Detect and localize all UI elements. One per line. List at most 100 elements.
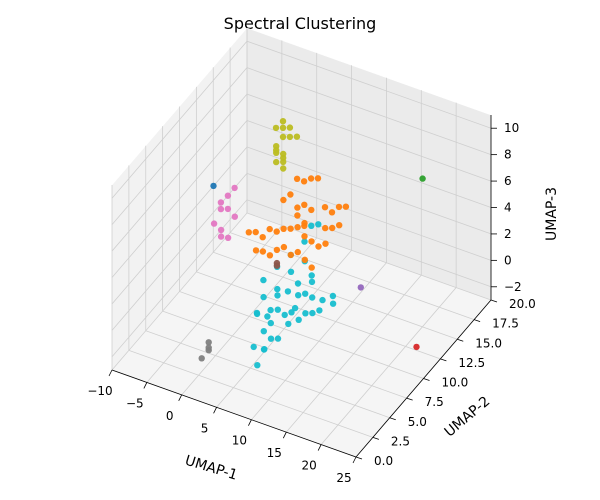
data-point	[301, 201, 308, 208]
data-point	[245, 229, 252, 236]
z-gridline	[111, 172, 492, 331]
data-point	[301, 238, 308, 245]
data-point	[322, 240, 329, 247]
data-point	[267, 319, 274, 327]
data-point	[294, 212, 301, 219]
data-point	[315, 243, 322, 250]
z-tick-label: 8	[504, 148, 512, 162]
data-point	[224, 205, 232, 213]
data-point	[205, 339, 212, 346]
data-point	[309, 309, 316, 317]
axis-group	[108, 115, 498, 464]
data-point	[284, 288, 292, 295]
z-tick-label: −2	[504, 280, 522, 294]
data-point	[319, 296, 326, 304]
y-tick-mark	[355, 456, 363, 460]
data-point	[260, 276, 267, 284]
data-point	[294, 204, 301, 211]
z-gridline	[111, 146, 492, 305]
data-point	[260, 293, 267, 301]
data-point	[280, 243, 288, 251]
x-tick-mark	[213, 407, 217, 414]
data-point	[308, 238, 315, 245]
data-point	[266, 225, 273, 233]
y-tick-label: 20.0	[509, 297, 536, 311]
data-point	[198, 355, 205, 362]
data-point	[285, 320, 292, 328]
y-tick-mark	[457, 338, 464, 342]
y-axis-label: UMAP-2	[442, 393, 494, 440]
data-point	[252, 228, 259, 236]
x-tick-mark	[282, 431, 287, 439]
y-tick-label: 7.5	[425, 395, 444, 409]
data-point	[280, 225, 287, 232]
z-tick-label: 6	[504, 174, 512, 188]
data-point	[302, 290, 309, 297]
y-tick-mark	[389, 417, 396, 421]
x-tick-label: 0	[166, 409, 174, 423]
data-point	[267, 306, 274, 314]
data-point	[413, 343, 420, 351]
data-point	[280, 165, 287, 172]
x-tick-mark	[143, 382, 148, 389]
data-point	[294, 248, 301, 256]
z-tick-label: 0	[504, 253, 512, 267]
data-point	[328, 209, 336, 216]
data-point	[294, 224, 301, 231]
data-point	[321, 204, 329, 211]
data-point	[273, 158, 280, 166]
data-point	[266, 252, 274, 259]
x-tick-mark	[317, 444, 322, 451]
data-point	[308, 264, 315, 271]
data-point	[307, 175, 315, 182]
data-point	[329, 300, 337, 307]
data-point	[336, 222, 343, 229]
data-point	[274, 292, 281, 299]
z-gridline	[111, 93, 492, 252]
y-tick-mark	[490, 299, 498, 303]
data-point	[293, 133, 301, 140]
data-point	[224, 192, 232, 199]
x-tick-label: 25	[336, 471, 351, 485]
z-gridline	[111, 40, 492, 199]
data-point	[316, 307, 323, 314]
data-point	[280, 150, 287, 158]
data-point	[419, 175, 426, 182]
x-tick-mark	[108, 369, 113, 377]
data-point	[217, 199, 225, 206]
data-point	[279, 124, 287, 131]
data-point	[217, 233, 225, 240]
x-tick-label: 10	[232, 434, 247, 448]
data-point	[300, 178, 308, 185]
y-gridline	[179, 106, 424, 379]
data-point	[254, 362, 261, 369]
data-point	[288, 309, 295, 316]
data-point	[329, 224, 336, 232]
data-point	[281, 311, 288, 319]
x-axis-label: UMAP-1	[183, 453, 239, 484]
z-gridline	[111, 199, 492, 358]
y-tick-mark	[372, 436, 380, 440]
x-tick-label: −10	[87, 384, 112, 398]
data-point	[287, 251, 294, 259]
data-point	[210, 182, 217, 190]
data-point	[273, 147, 280, 154]
data-point	[264, 313, 271, 320]
data-point	[301, 233, 308, 240]
data-point	[293, 175, 301, 182]
data-point	[259, 234, 266, 241]
data-point	[261, 346, 268, 353]
y-tick-mark	[423, 378, 430, 381]
data-point	[273, 259, 281, 267]
data-point	[224, 234, 232, 241]
data-point	[287, 225, 294, 232]
chart-title: Spectral Clustering	[224, 14, 377, 33]
data-point	[274, 285, 281, 293]
data-point	[295, 292, 302, 299]
data-point	[231, 213, 238, 220]
y-tick-label: 2.5	[391, 434, 410, 448]
scatter-points	[198, 118, 426, 369]
y-tick-label: 15.0	[475, 336, 502, 350]
data-point	[231, 184, 238, 192]
